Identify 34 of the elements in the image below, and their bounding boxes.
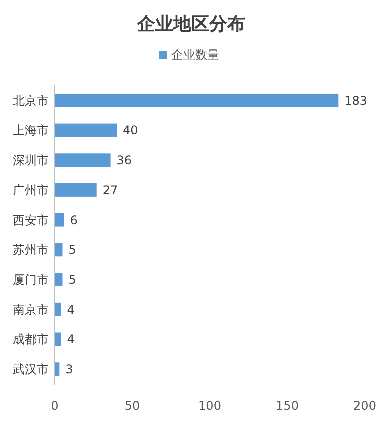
x-tick-label: 50	[124, 399, 140, 413]
bar	[55, 94, 339, 108]
data-label: 4	[67, 332, 75, 347]
x-tick-label: 100	[198, 399, 222, 413]
y-tick-label: 北京市	[13, 94, 49, 108]
bar	[55, 184, 97, 197]
y-tick-label: 成都市	[13, 332, 49, 347]
y-tick-label: 深圳市	[13, 154, 49, 168]
data-label: 183	[344, 94, 368, 108]
data-label: 4	[67, 302, 75, 317]
data-label: 27	[102, 183, 118, 198]
bar	[55, 213, 64, 227]
y-tick-label: 厦门市	[13, 272, 49, 287]
y-tick-label: 武汉市	[13, 362, 49, 377]
bar	[55, 273, 63, 286]
bar	[55, 154, 111, 168]
y-tick-label: 南京市	[13, 302, 49, 317]
x-tick-label: 0	[51, 399, 59, 413]
data-label: 40	[123, 124, 138, 138]
y-tick-label: 上海市	[13, 124, 49, 138]
x-tick-label: 150	[276, 399, 299, 413]
chart-title: 企业地区分布	[136, 14, 246, 35]
x-tick-label: 200	[354, 399, 376, 413]
y-tick-label: 苏州市	[13, 243, 49, 258]
legend-label: 企业数量	[172, 48, 220, 62]
data-label: 5	[68, 272, 76, 287]
data-label: 36	[116, 154, 132, 168]
y-tick-label: 广州市	[13, 183, 49, 198]
bar	[55, 243, 63, 257]
data-label: 6	[70, 213, 78, 228]
bar	[55, 124, 117, 138]
y-tick-label: 西安市	[13, 213, 49, 228]
data-label: 5	[68, 243, 76, 258]
data-label: 3	[66, 362, 74, 377]
